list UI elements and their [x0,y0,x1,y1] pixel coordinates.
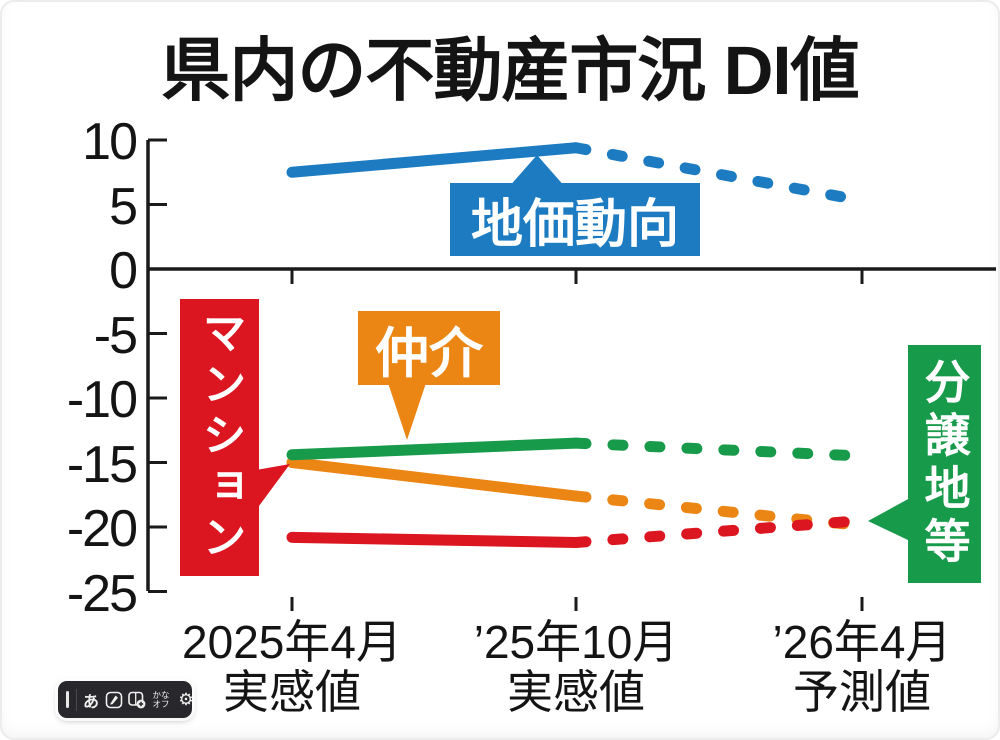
y-tick-label: -5 [93,306,138,365]
x-category-label: 2025年4月 実感値 [182,616,402,718]
series-line-forecast-3 [570,515,868,548]
y-tick-label: 5 [109,177,138,236]
y-tick-label: 0 [109,242,138,300]
kana-off-toggle[interactable]: かな オフ [150,689,172,709]
series-line-solid-3 [286,531,582,548]
series-line-solid-2 [286,457,582,502]
callout-arrow-land-price [508,155,566,188]
chart-title: 県内の不動産市況 DI値 [161,32,859,109]
series-line-solid-0 [286,142,582,178]
callout-brokerage: 仲介 [358,311,500,385]
x-category-label: ’25年10月 実感値 [473,616,679,718]
series-line-solid-1 [286,437,582,461]
series-line-forecast-1 [570,437,868,462]
callout-lots-for-sale: 分譲地等 [908,345,981,583]
x-category-label: ’26年4月 予測値 [772,616,952,718]
drag-handle-icon[interactable] [66,691,69,708]
gear-icon[interactable]: ⚙ [176,690,196,710]
y-tick-label: -10 [66,371,138,429]
pen-tool-icon[interactable] [105,691,123,709]
y-tick-label: -20 [66,500,138,558]
series-line-forecast-2 [570,490,868,532]
dictionary-add-icon[interactable] [127,690,146,709]
callout-condominium: マンション [180,299,259,576]
toolbar-divider [76,688,77,711]
y-tick-label: 10 [82,113,138,171]
callout-arrow-brokerage [387,380,427,440]
off-label: オフ [152,698,170,709]
kana-label: かな [152,689,170,700]
y-tick-label: -25 [66,564,138,623]
callout-arrow-lots [868,498,910,541]
series-line-forecast-0 [570,142,868,207]
y-tick-label: -15 [66,435,138,494]
callout-land-price-trend: 地価動向 [450,183,700,256]
ime-input-mode-button[interactable]: あ [81,688,101,712]
ime-toolbar[interactable]: あ かな オフ ⚙ [58,681,194,718]
callout-arrow-condominium [256,464,290,510]
